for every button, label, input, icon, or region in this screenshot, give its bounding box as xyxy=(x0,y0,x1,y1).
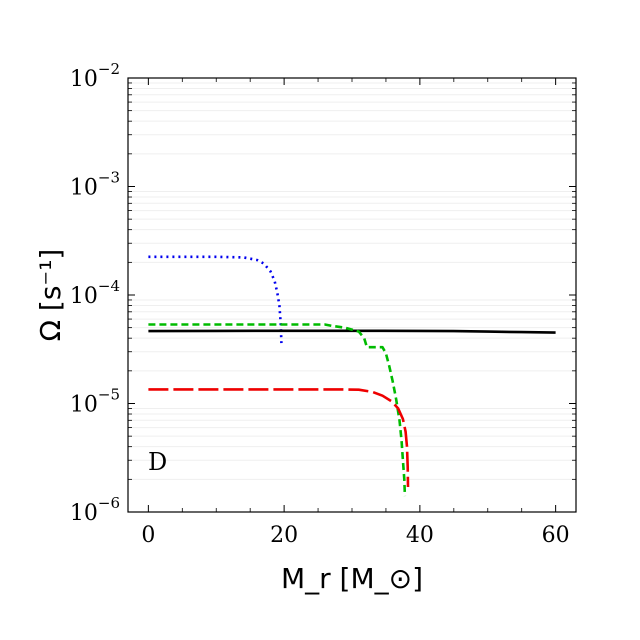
y-tick-base: 10 xyxy=(70,393,98,418)
plot-background xyxy=(128,78,576,512)
y-tick-base: 10 xyxy=(70,284,98,309)
y-axis-label: Ω [s⁻¹] xyxy=(34,249,67,342)
x-tick-label: 20 xyxy=(270,523,298,548)
series-line-dotted xyxy=(148,255,283,344)
y-tick-base: 10 xyxy=(70,501,98,526)
y-tick-label: 10−3 xyxy=(70,169,120,201)
x-tick-label: 40 xyxy=(406,523,434,548)
y-tick-label: 10−5 xyxy=(70,386,120,418)
y-tick-label: 10−2 xyxy=(70,60,120,92)
minor-gridlines xyxy=(128,82,576,480)
series-layer xyxy=(148,255,556,497)
panel-label: D xyxy=(148,448,167,476)
y-tick-label: 10−4 xyxy=(70,277,120,309)
y-tick-label: 10−6 xyxy=(70,494,120,526)
y-tick-exponent: −3 xyxy=(98,169,120,187)
y-tick-exponent: −5 xyxy=(98,386,120,404)
x-tick-label: 0 xyxy=(141,523,155,548)
series-line-dashed xyxy=(148,323,407,497)
y-tick-exponent: −6 xyxy=(98,494,120,512)
y-tick-exponent: −2 xyxy=(98,60,120,78)
y-tick-exponent: −4 xyxy=(98,277,120,295)
series-line-longdash xyxy=(148,388,410,488)
y-tick-base: 10 xyxy=(70,67,98,92)
series-line-solid xyxy=(148,329,556,334)
x-axis-label: M_r [M_⊙] xyxy=(281,562,423,595)
ticks-layer xyxy=(128,77,576,513)
y-tick-base: 10 xyxy=(70,176,98,201)
plot-frame xyxy=(127,77,577,513)
x-tick-label: 60 xyxy=(542,523,570,548)
